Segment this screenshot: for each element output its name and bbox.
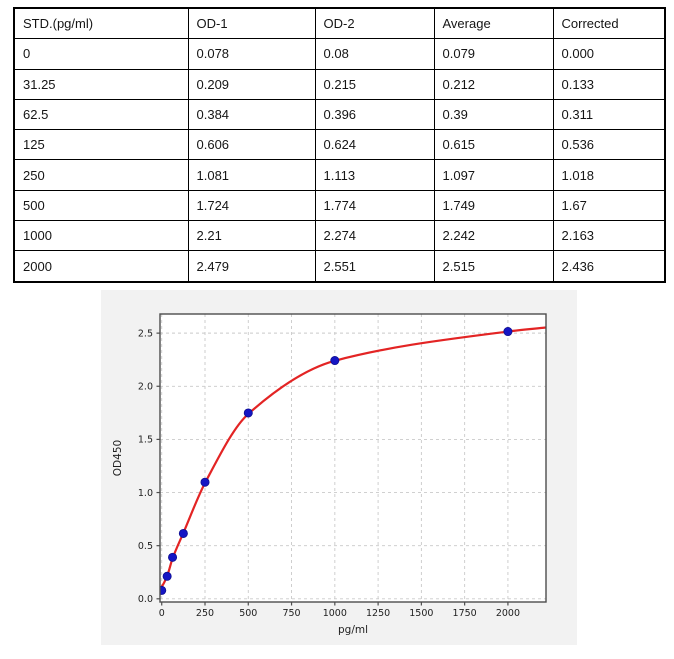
x-tick-label: 1750	[453, 608, 477, 619]
table-cell: 250	[13, 159, 189, 191]
x-tick-label: 750	[282, 608, 300, 619]
x-tick-label: 250	[196, 608, 214, 619]
table-cell: 1.097	[433, 159, 554, 191]
x-tick-label: 2000	[496, 608, 520, 619]
y-tick-label: 1.5	[138, 435, 153, 446]
data-point	[200, 477, 210, 487]
table-cell: 2.242	[433, 220, 554, 252]
standards-table: STD.(pg/ml) OD-1 OD-2 Average Corrected 0 0.0…	[13, 7, 666, 283]
table-cell: 125	[13, 129, 189, 161]
data-point	[162, 571, 172, 581]
standard-curve-figure: 0 250 500 750 1000 1250 1500 1750 2000 0.0 0.5 1.0 1…	[101, 290, 577, 645]
table-cell: 2.274	[314, 220, 435, 252]
table-cell: 2.479	[187, 250, 316, 283]
table-cell: 0.079	[433, 38, 554, 70]
table-cell: 0.384	[187, 98, 316, 131]
table-row: 1000 2.21 2.274 2.242 2.163	[13, 220, 666, 252]
header-row: STD.(pg/ml) OD-1 OD-2 Average Corrected	[13, 7, 666, 40]
table-cell: 1.724	[187, 189, 316, 222]
table-row: 500 1.724 1.774 1.749 1.67	[13, 189, 666, 222]
y-tick-label: 2.5	[138, 328, 153, 339]
column-header: Average	[433, 7, 554, 40]
table-cell: 0.311	[552, 98, 666, 131]
data-point	[503, 327, 513, 337]
data-point	[243, 408, 253, 418]
table-cell: 0.606	[187, 129, 316, 161]
table-cell: 0.615	[433, 129, 554, 161]
table-cell: 0	[13, 38, 189, 70]
table-cell: 31.25	[13, 68, 189, 100]
table-cell: 1.081	[187, 159, 316, 191]
data-point	[168, 552, 178, 562]
y-axis-label: OD450	[112, 440, 124, 476]
table-cell: 0.000	[552, 38, 666, 70]
table-cell: 1.774	[314, 189, 435, 222]
x-tick-label: 1500	[409, 608, 433, 619]
plot-area	[160, 314, 546, 602]
table-row: 31.25 0.209 0.215 0.212 0.133	[13, 68, 666, 100]
table-cell: 2000	[13, 250, 189, 283]
table-cell: 0.078	[187, 38, 316, 70]
column-header: Corrected	[552, 7, 666, 40]
data-point	[160, 585, 167, 595]
table-cell: 2.21	[187, 220, 316, 252]
table-cell: 2.551	[314, 250, 435, 283]
y-tick-label: 0.5	[138, 541, 153, 552]
table-row: 2000 2.479 2.551 2.515 2.436	[13, 250, 666, 283]
table-cell: 2.436	[552, 250, 666, 283]
x-tick-label: 0	[159, 608, 165, 619]
table-cell: 0.39	[433, 98, 554, 131]
x-tick-label: 1000	[323, 608, 347, 619]
tick-marks	[156, 332, 509, 606]
table-row: 62.5 0.384 0.396 0.39 0.311	[13, 98, 666, 131]
table-cell: 2.163	[552, 220, 666, 252]
column-header: STD.(pg/ml)	[13, 7, 189, 40]
table-cell: 1.67	[552, 189, 666, 222]
data-point	[330, 356, 340, 366]
table-cell: 0.396	[314, 98, 435, 131]
column-header: OD-1	[187, 7, 316, 40]
table-cell: 0.536	[552, 129, 666, 161]
data-points	[160, 327, 513, 595]
table-row: 0 0.078 0.08 0.079 0.000	[13, 38, 666, 70]
table-cell: 500	[13, 189, 189, 222]
y-tick-label: 0.0	[138, 594, 153, 605]
table-cell: 0.212	[433, 68, 554, 100]
table-cell: 0.624	[314, 129, 435, 161]
table-cell: 62.5	[13, 98, 189, 131]
table-cell: 1.749	[433, 189, 554, 222]
table-row: 125 0.606 0.624 0.615 0.536	[13, 129, 666, 161]
y-tick-label: 1.0	[138, 488, 153, 499]
table-cell: 2.515	[433, 250, 554, 283]
table-row: 250 1.081 1.113 1.097 1.018	[13, 159, 666, 191]
column-header: OD-2	[314, 7, 435, 40]
axes-spines	[159, 313, 547, 603]
table-cell: 1.113	[314, 159, 435, 191]
standard-curve-chart: 0 250 500 750 1000 1250 1500 1750 2000 0.0 0.5 1.0 1…	[101, 290, 577, 645]
table-cell: 1000	[13, 220, 189, 252]
table-cell: 1.018	[552, 159, 666, 191]
x-axis-label: pg/ml	[338, 624, 368, 636]
table-cell: 0.215	[314, 68, 435, 100]
table-cell: 0.209	[187, 68, 316, 100]
x-tick-label: 500	[239, 608, 257, 619]
tick-labels: 0 250 500 750 1000 1250 1500 1750 2000 0.0 0.5 1.0 1…	[138, 328, 520, 619]
x-tick-label: 1250	[366, 608, 390, 619]
y-tick-label: 2.0	[138, 382, 153, 393]
table-header: STD.(pg/ml) OD-1 OD-2 Average Corrected	[13, 7, 666, 40]
data-point	[178, 528, 188, 538]
table-cell: 0.08	[314, 38, 435, 70]
table-cell: 0.133	[552, 68, 666, 100]
table-body: 0 0.078 0.08 0.079 0.000 31.25 0.209 0.215 0.212…	[13, 38, 666, 283]
